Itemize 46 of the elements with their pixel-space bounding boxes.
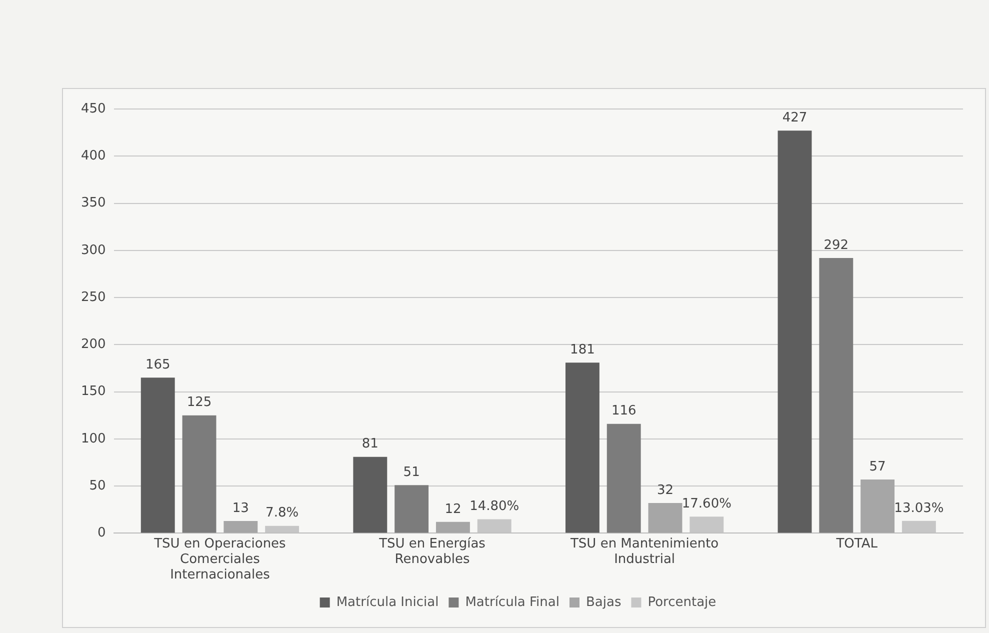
bar (224, 520, 258, 533)
legend-label: Matrícula Inicial (336, 594, 439, 610)
legend-label: Matrícula Final (465, 594, 560, 610)
x-tick-label: TSU en Operaciones Comerciales Internacionales (153, 536, 286, 583)
data-label: 165 (145, 358, 170, 373)
bar (778, 130, 812, 533)
data-label: 116 (611, 404, 636, 419)
bar (565, 362, 600, 533)
y-tick-label: 300 (80, 242, 106, 258)
y-tick-label: 450 (80, 101, 106, 116)
data-label: 292 (824, 238, 849, 253)
legend-label: Bajas (586, 594, 622, 610)
data-label: 17.60% (682, 496, 732, 512)
y-tick-label: 250 (80, 290, 106, 305)
data-label: 51 (403, 465, 420, 480)
y-tick-label: 100 (80, 431, 106, 446)
data-label: 181 (570, 342, 595, 358)
data-label: 13 (232, 500, 249, 516)
y-tick-label: 200 (80, 337, 106, 352)
bar (648, 503, 682, 533)
bar (182, 415, 216, 533)
data-label: 13.03% (894, 500, 944, 516)
bar (353, 456, 388, 533)
data-label: 81 (362, 436, 378, 452)
x-tick-label: TOTAL (835, 536, 878, 552)
data-label: 427 (782, 110, 808, 126)
y-tick-label: 350 (80, 196, 106, 211)
y-tick-label: 150 (80, 384, 106, 400)
bar (606, 424, 641, 533)
bar (819, 258, 854, 533)
y-tick-label: 50 (89, 478, 106, 494)
bar (436, 522, 470, 533)
legend-label: Porcentaje (648, 594, 716, 610)
data-label: 14.80% (470, 499, 520, 514)
bar (394, 485, 429, 533)
bar (860, 479, 895, 533)
data-label: 32 (656, 482, 674, 498)
y-tick-label: 0 (98, 526, 106, 541)
y-tick-label: 400 (80, 148, 106, 164)
data-label: 7.8% (266, 506, 299, 521)
x-tick-label: TSU en Mantenimiento Industrial (569, 536, 719, 567)
bar (140, 378, 175, 533)
data-label: 57 (869, 459, 886, 474)
data-label: 12 (444, 502, 462, 517)
x-tick-label: TSU en Energías Renovables (378, 536, 486, 567)
data-label: 125 (186, 395, 212, 410)
